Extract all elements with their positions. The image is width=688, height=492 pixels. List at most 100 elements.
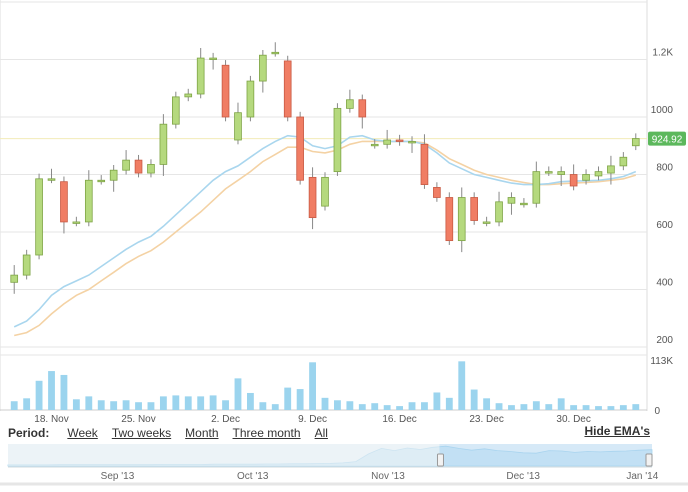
candle-35 <box>445 197 454 242</box>
candle-25 <box>321 176 329 207</box>
volume-bar-13 <box>172 395 180 410</box>
candle-29 <box>370 143 379 147</box>
candle-13 <box>172 96 180 125</box>
y-tick-label-4: 1000 <box>651 105 674 116</box>
candle-49 <box>619 156 628 167</box>
period-label: Period: <box>8 426 50 440</box>
volume-bar-24 <box>309 362 316 410</box>
candle-47 <box>594 171 603 177</box>
volume-bar-40 <box>508 405 515 410</box>
candle-0 <box>10 274 19 283</box>
candle-8 <box>109 169 118 181</box>
candle-30 <box>383 139 391 145</box>
candle-6 <box>84 179 93 223</box>
y-tick-label-3: 800 <box>656 163 673 174</box>
x-tick-label-1: 25. Nov <box>121 414 155 425</box>
navigator-selection[interactable] <box>439 444 652 466</box>
volume-bar-30 <box>383 405 391 410</box>
navigator-handle-right[interactable] <box>645 453 653 467</box>
candle-23 <box>296 116 304 181</box>
candle-40 <box>507 197 516 204</box>
volume-bar-45 <box>570 405 578 410</box>
volume-bar-32 <box>408 402 416 410</box>
volume-bar-12 <box>159 396 167 410</box>
volume-bar-46 <box>582 405 590 410</box>
x-tick-label-2: 2. Dec <box>211 414 240 425</box>
volume-bar-34 <box>433 392 441 410</box>
candle-16 <box>209 57 217 60</box>
period-three-month-link[interactable]: Three month <box>232 426 301 440</box>
candle-38 <box>482 221 491 224</box>
candle-11 <box>147 164 155 174</box>
hide-ema-link[interactable]: Hide EMA's <box>584 424 650 438</box>
volume-bar-9 <box>122 400 130 410</box>
candle-37 <box>470 197 478 221</box>
volume-bar-26 <box>334 400 341 410</box>
volume-bar-39 <box>495 403 503 410</box>
x-tick-label-6: 30. Dec <box>556 414 590 425</box>
candle-5 <box>72 221 81 224</box>
period-month-link[interactable]: Month <box>185 426 219 440</box>
candle-33 <box>420 143 429 185</box>
volume-max-label: 113K <box>650 356 673 367</box>
x-tick-label-4: 16. Dec <box>382 414 416 425</box>
y-tick-label-5: 1.2K <box>652 48 673 59</box>
candle-18 <box>234 112 242 141</box>
volume-bar-4 <box>60 374 68 410</box>
candle-12 <box>159 123 168 165</box>
volume-bar-5 <box>72 399 80 410</box>
current-price-label: 924.92 <box>652 135 683 146</box>
volume-bar-28 <box>358 404 366 410</box>
period-two-weeks-link[interactable]: Two weeks <box>111 426 172 440</box>
volume-bar-15 <box>197 396 205 410</box>
candle-2 <box>35 178 43 256</box>
candle-31 <box>395 139 404 142</box>
volume-zero-label: 0 <box>654 406 660 417</box>
period-selector: Period: Week Two weeks Month Three month… <box>8 424 342 442</box>
candle-41 <box>520 202 528 206</box>
volume-bar-25 <box>321 397 329 410</box>
candle-21 <box>271 51 280 55</box>
candle-22 <box>283 60 292 118</box>
candle-15 <box>196 57 205 95</box>
volume-bar-7 <box>97 400 105 410</box>
volume-bar-6 <box>85 396 93 410</box>
volume-bar-50 <box>632 404 640 410</box>
candle-34 <box>433 187 441 198</box>
navigator-handle-left[interactable] <box>436 453 444 467</box>
candle-4 <box>60 181 68 223</box>
candle-9 <box>122 159 130 171</box>
volume-bar-42 <box>532 401 540 410</box>
volume-bar-19 <box>246 392 254 410</box>
navigator-label-1: Oct '13 <box>237 471 269 482</box>
volume-bar-37 <box>470 389 478 410</box>
candle-45 <box>569 174 578 187</box>
volume-bar-2 <box>35 380 43 410</box>
candle-48 <box>607 165 615 174</box>
volume-bar-18 <box>234 378 242 410</box>
volume-bar-44 <box>557 398 565 410</box>
period-all-link[interactable]: All <box>314 426 328 440</box>
volume-bar-47 <box>595 406 602 410</box>
volume-bar-3 <box>48 371 55 410</box>
volume-bar-1 <box>23 398 31 410</box>
volume-bar-33 <box>421 402 428 410</box>
volume-bar-11 <box>147 402 155 410</box>
candle-27 <box>346 99 354 109</box>
x-tick-label-5: 23. Dec <box>469 414 503 425</box>
volume-bar-10 <box>135 402 142 410</box>
candle-46 <box>582 174 590 181</box>
candle-24 <box>308 176 317 219</box>
volume-bar-48 <box>607 406 615 410</box>
y-tick-label-0: 200 <box>656 335 673 346</box>
navigator-label-4: Jan '14 <box>626 471 658 482</box>
period-week-link[interactable]: Week <box>67 426 98 440</box>
volume-bar-35 <box>445 397 453 410</box>
candle-17 <box>221 64 230 118</box>
ema-slow-line <box>14 140 637 337</box>
volume-bar-41 <box>520 404 528 410</box>
candle-19 <box>246 80 255 118</box>
candle-44 <box>557 171 566 175</box>
volume-bar-17 <box>222 400 229 410</box>
